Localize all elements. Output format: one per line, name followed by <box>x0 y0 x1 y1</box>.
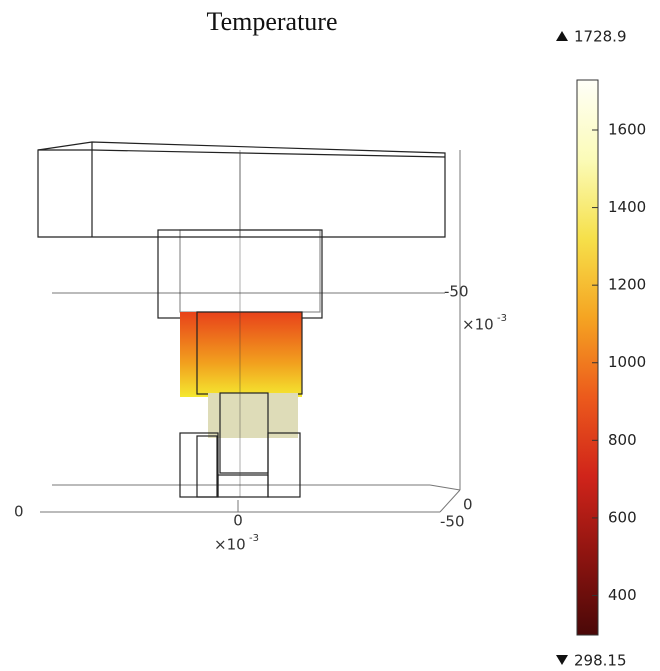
colorbar-max: 1728.9 <box>574 28 627 46</box>
colorbar <box>577 80 598 635</box>
colorbar-min: 298.15 <box>574 652 627 670</box>
x-tick-label: 0 <box>233 512 243 530</box>
colorbar-tick-label: 1000 <box>608 353 646 371</box>
geometry <box>38 142 445 497</box>
y-tick-label: 0 <box>463 496 473 514</box>
colorbar-tick-label: 1200 <box>608 276 646 294</box>
max-marker <box>556 31 568 41</box>
colorbar-tick-label: 800 <box>608 431 637 449</box>
colorbar-tick-label: 1400 <box>608 198 646 216</box>
colorbar-tick-label: 1600 <box>608 121 646 139</box>
z-multiplier: ×10 <box>462 316 494 334</box>
chart-title: Temperature <box>207 7 338 36</box>
z-tick-label: -50 <box>444 283 469 301</box>
min-marker <box>556 655 568 665</box>
x-exponent: -3 <box>249 533 259 544</box>
chart: Temperature -50 ×10 -3 0 -50 ×10 -3 0 0 <box>0 0 660 671</box>
y-tick-label: 0 <box>14 503 24 521</box>
colorbar-tick-label: 600 <box>608 508 637 526</box>
x-tick-label: -50 <box>440 513 465 531</box>
x-multiplier: ×10 <box>214 536 246 554</box>
colorbar-tick-label: 400 <box>608 586 637 604</box>
z-exponent: -3 <box>497 313 507 324</box>
